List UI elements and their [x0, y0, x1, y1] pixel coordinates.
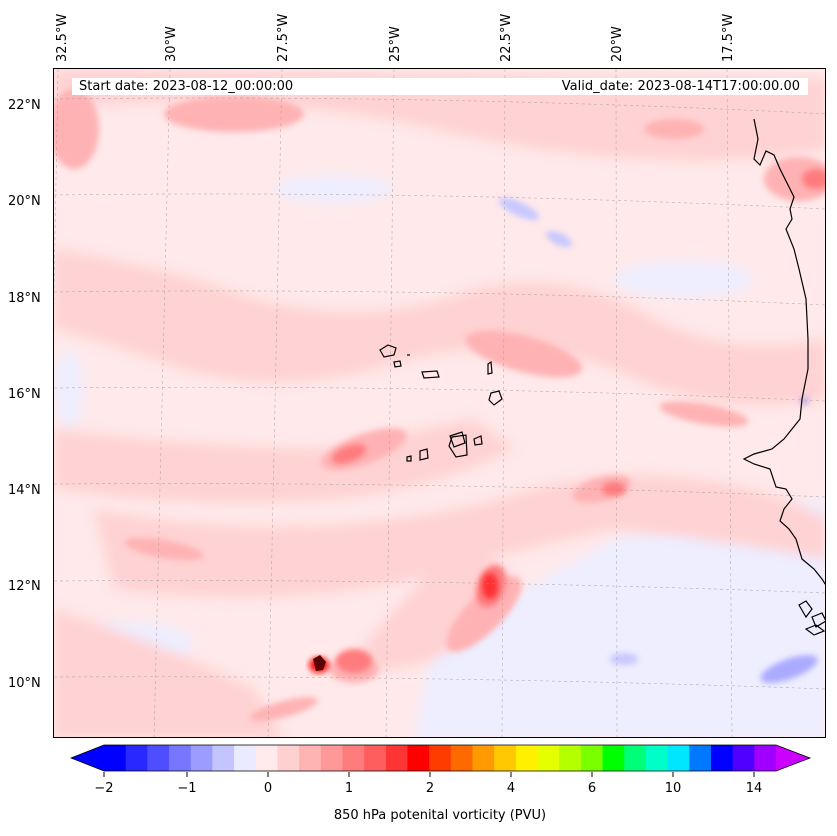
- colorbar-label: 850 hPa potenital vorticity (PVU): [333, 808, 547, 823]
- vorticity-max-12n: [482, 573, 498, 599]
- colorbar-swatches: [70, 744, 812, 772]
- lon-label-25w: 25°W: [388, 26, 403, 62]
- colorbar-swatch: [190, 745, 213, 771]
- colorbar-swatch: [299, 745, 322, 771]
- colorbar-swatch: [645, 745, 669, 771]
- colorbar-swatch: [667, 745, 690, 771]
- lon-label-22-5w: 22.5°W: [499, 13, 514, 62]
- colorbar-swatch: [407, 745, 430, 771]
- colorbar-tick-0: 0: [263, 781, 273, 796]
- colorbar-swatch: [234, 745, 257, 771]
- colorbar-tick-minus1: −1: [177, 781, 197, 796]
- lat-label-16n: 16°N: [8, 387, 41, 402]
- map-panel: [53, 68, 826, 738]
- vorticity-maxima: [309, 573, 498, 673]
- colorbar-ticks: [103, 772, 755, 777]
- lat-label-20n: 20°N: [8, 194, 41, 209]
- cabo-verde-islands: [379, 344, 503, 462]
- colorbar-swatch: [385, 745, 408, 771]
- lat-label-10n: 10°N: [8, 676, 41, 691]
- colorbar-extend-high: [776, 745, 810, 771]
- colorbar-swatch: [537, 745, 560, 771]
- colorbar-swatch: [732, 745, 755, 771]
- colorbar-swatch: [125, 745, 148, 771]
- colorbar-swatch: [255, 745, 278, 771]
- colorbar-extend-low: [71, 745, 104, 771]
- lat-label-22n: 22°N: [8, 98, 41, 113]
- colorbar-swatch: [104, 745, 127, 771]
- date-banner: Start date: 2023-08-12_00:00:00 Valid_da…: [72, 78, 808, 95]
- colorbar-tick-1: 1: [344, 781, 354, 796]
- colorbar-tick-4: 4: [506, 781, 516, 796]
- colorbar-swatch: [754, 745, 777, 771]
- vorticity-map: [54, 69, 825, 737]
- colorbar-tick-6: 6: [587, 781, 597, 796]
- colorbar-tick-14: 14: [745, 781, 763, 796]
- lat-label-14n: 14°N: [8, 483, 41, 498]
- colorbar-swatch: [429, 745, 452, 771]
- colorbar-outline: [70, 744, 812, 772]
- colorbar-swatch: [320, 745, 343, 771]
- colorbar-swatch: [342, 745, 365, 771]
- positive-vorticity-strong: [331, 169, 825, 673]
- colorbar-swatch: [364, 745, 387, 771]
- colorbar-swatch: [515, 745, 539, 771]
- valid-date-label: Valid_date: 2023-08-14T17:00:00.00: [561, 79, 800, 94]
- colorbar-swatch: [450, 745, 474, 771]
- colorbar-swatch: [212, 745, 235, 771]
- colorbar-swatch: [559, 745, 582, 771]
- lat-label-12n: 12°N: [8, 579, 41, 594]
- graticule: [54, 69, 825, 737]
- colorbar-swatch: [580, 745, 604, 771]
- colorbar-swatch: [689, 745, 712, 771]
- lon-label-17-5w: 17.5°W: [721, 13, 736, 62]
- colorbar-swatch: [277, 745, 300, 771]
- start-date-label: Start date: 2023-08-12_00:00:00: [79, 79, 294, 94]
- colorbar: [70, 744, 812, 777]
- colorbar-swatch: [602, 745, 625, 771]
- colorbar-tick-2: 2: [425, 781, 435, 796]
- colorbar-tick-10: 10: [664, 781, 682, 796]
- lon-label-20w: 20°W: [610, 26, 625, 62]
- colorbar-swatch: [472, 745, 495, 771]
- lat-label-18n: 18°N: [8, 291, 41, 306]
- lon-label-27-5w: 27.5°W: [276, 13, 291, 62]
- lon-label-32-5w: 32.5°W: [55, 13, 70, 62]
- colorbar-swatch: [710, 745, 734, 771]
- colorbar-swatch: [169, 745, 192, 771]
- colorbar-tick-minus2: −2: [94, 781, 114, 796]
- coastline-islands: [798, 600, 825, 636]
- colorbar-swatch: [624, 745, 647, 771]
- west-africa-coastline: [742, 118, 825, 585]
- colorbar-swatch: [494, 745, 517, 771]
- colorbar-swatch: [147, 745, 170, 771]
- lon-label-30w: 30°W: [164, 26, 179, 62]
